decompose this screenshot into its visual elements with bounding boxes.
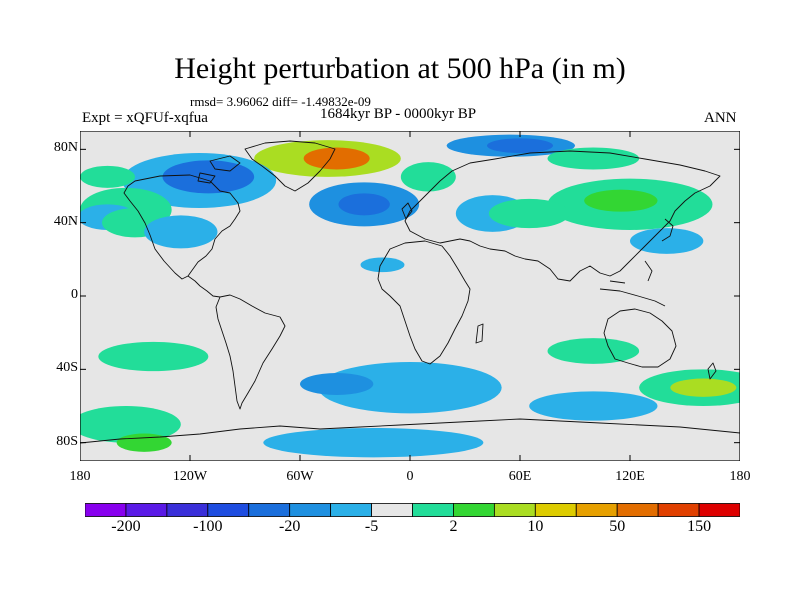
lon-label: 180 [729,469,751,484]
anomaly-region-south-atlantic-low [318,362,502,414]
coast-africa [377,240,471,365]
colorbar-cell [412,503,454,517]
anomaly-region-south-pacific-high-east-core [670,378,737,397]
coast-arctic-islands [197,155,241,184]
colorbar-tick-label: 50 [609,518,626,535]
experiment-label: Expt = xQFUf-xqfua [82,110,208,126]
colorbar [85,503,740,517]
colorbar-cell [125,503,168,517]
colorbar-cell [616,503,659,517]
coast-madagascar [475,323,484,344]
anomaly-region-amundsen-high [80,406,181,443]
colorbar-cell [534,503,577,517]
lon-label: 0 [406,469,414,484]
coast-uk [401,202,413,220]
anomaly-region-south-indian-high [547,338,640,364]
colorbar-cell [698,503,740,517]
colorbar-cell [248,503,291,517]
anomaly-region-north-atlantic-low-core [338,193,390,216]
lon-label: 60E [508,469,532,484]
colorbar-tick-label: 150 [687,518,712,535]
lat-label: 80S [56,433,78,449]
colorbar-cell [289,503,332,517]
anomaly-region-arctic-low-east-core [487,138,553,153]
colorbar-cell [85,503,127,517]
coast-greenland [244,140,336,192]
lon-label: 60W [286,469,314,484]
colorbar-tick-label: -20 [279,518,301,535]
anomaly-region-east-asia-high-core [584,189,658,212]
colorbar-tick-label: -5 [364,518,379,535]
anomaly-region-alaska-high [80,165,135,188]
coast-europe-asia [404,150,721,282]
lat-label: 40S [56,360,78,376]
lat-label: 0 [71,287,78,302]
colorbar-cell [575,503,618,517]
colorbar-cell [207,503,250,517]
season-label: ANN [704,110,737,126]
anomaly-regions [80,134,740,458]
anomaly-region-central-asia-high [488,198,570,229]
anomaly-region-amundsen-high-core [116,433,172,452]
colorbar-cell [493,503,536,517]
lon-label: 120E [615,469,645,484]
colorbar-tick-label: -200 [111,518,141,535]
stats-label: rmsd= 3.96062 diff= -1.49832e-09 [190,94,371,109]
coast-south-america [215,294,286,410]
anomaly-region-arctic-high-east [547,147,640,170]
anomaly-region-west-pacific-low [630,228,704,254]
colorbar-cell [371,503,413,517]
anomaly-map [80,131,740,461]
anomaly-region-north-america-low-core [162,160,255,194]
period-label: 1684kyr BP - 0000kyr BP [320,106,477,122]
coastlines [80,140,740,444]
coast-japan [661,218,674,242]
anomaly-region-caribbean-low [360,257,405,273]
colorbar-cell [453,503,495,517]
coast-antarctica [80,418,740,444]
anomaly-region-greenland-high-core [303,147,370,170]
anomaly-region-south-atlantic-low-core [300,373,374,395]
colorbar-cell [657,503,700,517]
coast-southeast-asia [599,260,666,307]
colorbar-cell [330,503,372,517]
anomaly-region-northeast-pacific-low [144,215,218,249]
colorbar-tick-label: -100 [193,518,223,535]
lon-label: 120W [172,469,208,484]
colorbar-tick-label: 2 [449,518,458,535]
anomaly-region-antarctic-low [263,428,484,458]
anomaly-region-south-indian-low [529,391,658,421]
coast-australia [603,308,677,368]
lat-label: 40N [53,213,78,229]
coast-central-america [187,275,221,298]
colorbar-tick-label: 10 [527,518,544,535]
anomaly-region-north-europe-high [400,162,456,192]
coast-north-america [123,174,241,280]
anomaly-region-south-pacific-high [98,341,209,372]
lon-label: 180 [69,469,91,484]
lat-label: 80N [53,140,78,156]
map-ticks [80,131,740,461]
colorbar-cell [166,503,209,517]
coast-new-zealand [707,362,717,380]
chart-title: Height perturbation at 500 hPa (in m) [174,52,626,85]
